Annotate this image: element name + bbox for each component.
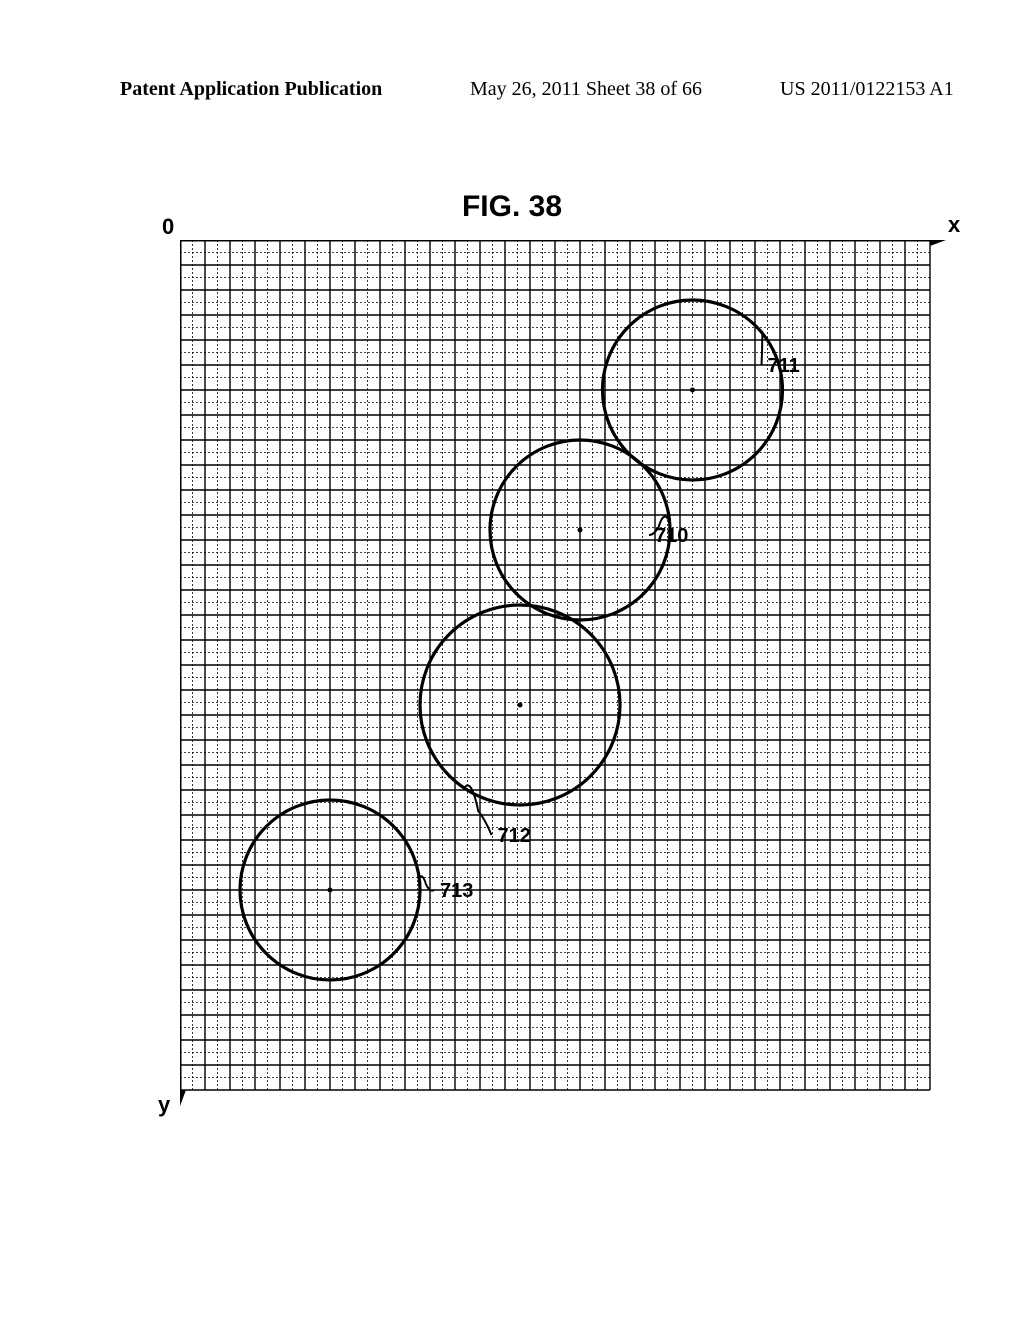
axis-x-label: x [948,212,960,238]
axis-y-label: y [158,1092,170,1118]
reference-label-711: 711 [768,355,800,378]
axis-origin-label: 0 [162,214,174,240]
reference-label-710: 710 [655,525,688,548]
grid-svg [180,240,970,1130]
header-right: US 2011/0122153 A1 [780,78,954,101]
reference-label-712: 712 [498,825,531,848]
header-left: Patent Application Publication [120,78,382,101]
header-mid: May 26, 2011 Sheet 38 of 66 [470,78,702,101]
reference-label-713: 713 [440,880,473,903]
figure-diagram [180,240,970,1135]
figure-title: FIG. 38 [0,190,1024,224]
